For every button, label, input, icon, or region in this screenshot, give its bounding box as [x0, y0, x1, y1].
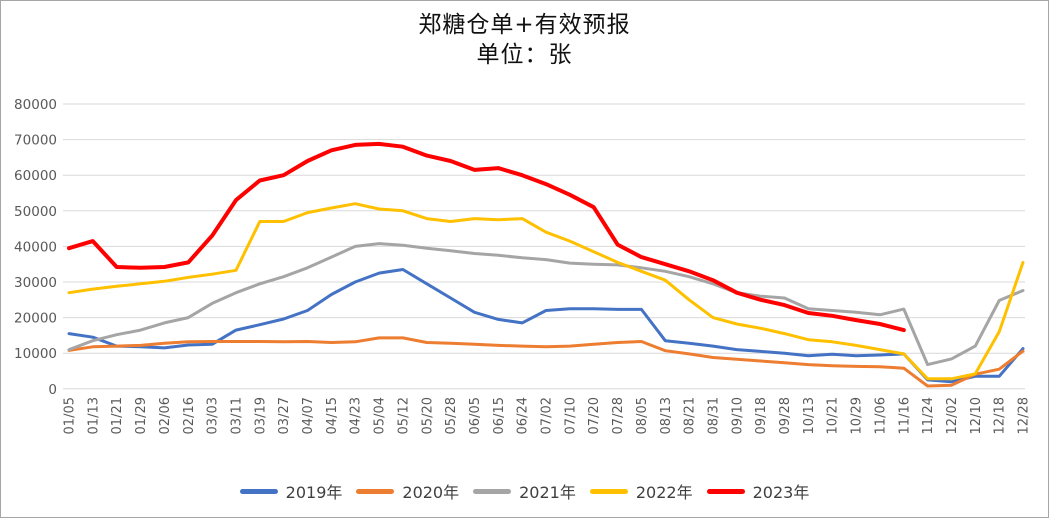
- x-axis-tick-label: 12/10: [969, 397, 984, 434]
- x-axis-tick-label: 10/21: [826, 397, 841, 434]
- x-axis-tick-label: 04/23: [349, 397, 364, 434]
- legend-item-2020年: 2020年: [356, 479, 459, 503]
- title-block: 郑糖仓单+有效预报 单位：张: [1, 11, 1048, 71]
- x-axis-tick-label: 11/24: [921, 397, 936, 434]
- x-axis-tick-label: 05/20: [420, 397, 435, 434]
- y-axis-tick-label: 30000: [14, 275, 57, 291]
- x-axis-tick-label: 08/31: [706, 397, 721, 434]
- x-axis-tick-label: 01/13: [86, 397, 101, 434]
- x-axis-tick-label: 05/04: [373, 397, 388, 434]
- legend-line-swatch: [473, 488, 512, 494]
- x-axis-tick-label: 12/02: [945, 397, 960, 434]
- x-axis-tick-label: 08/21: [683, 397, 698, 434]
- legend-label: 2023年: [752, 483, 810, 502]
- x-axis-tick-label: 02/06: [158, 397, 173, 434]
- chart-title: 郑糖仓单+有效预报: [418, 12, 631, 38]
- y-axis-tick-label: 40000: [14, 239, 57, 255]
- x-axis-tick-label: 09/10: [730, 397, 745, 434]
- legend-label: 2020年: [402, 483, 460, 502]
- x-axis-tick-label: 09/18: [754, 397, 769, 434]
- x-axis-tick-label: 04/15: [325, 397, 340, 434]
- x-axis-tick-label: 11/06: [873, 397, 888, 434]
- x-axis-tick-label: 12/28: [1017, 397, 1032, 434]
- legend-item-2022年: 2022年: [589, 479, 693, 503]
- x-axis-tick-label: 03/27: [277, 397, 292, 434]
- y-axis-tick-label: 70000: [14, 133, 57, 149]
- legend-line-swatch: [589, 488, 628, 494]
- y-axis-tick-label: 10000: [14, 346, 57, 362]
- x-axis-tick-label: 06/15: [492, 397, 507, 434]
- x-axis-tick-label: 09/28: [778, 397, 793, 434]
- x-axis-tick-label: 03/19: [253, 397, 268, 434]
- x-axis-tick-label: 07/20: [587, 397, 602, 434]
- legend-label: 2019年: [285, 483, 343, 502]
- series-line-2021年: [67, 242, 1025, 367]
- series-line-2023年: [67, 141, 906, 333]
- legend-line-swatch: [356, 488, 395, 494]
- x-axis-tick-label: 06/24: [516, 397, 531, 434]
- series-line-2019年: [67, 268, 1025, 384]
- x-axis-tick-label: 06/05: [468, 397, 483, 434]
- chart-subtitle: 单位：张: [476, 41, 573, 68]
- x-axis-tick-label: 01/05: [63, 397, 78, 434]
- x-axis-tick-label: 04/07: [301, 397, 316, 434]
- x-axis-tick-label: 10/29: [850, 397, 865, 434]
- legend-label: 2021年: [519, 483, 576, 502]
- x-axis-tick-label: 03/11: [229, 397, 244, 434]
- series-line-2020年: [67, 336, 1025, 388]
- x-axis-tick-label: 11/16: [897, 397, 912, 434]
- x-axis-tick-label: 03/03: [206, 397, 221, 434]
- legend-line-swatch: [706, 488, 745, 494]
- legend-item-2021年: 2021年: [473, 479, 576, 503]
- chart-legend: 2019年 2020年 2021年 2022年 2023年: [1, 479, 1048, 503]
- x-axis-tick-label: 07/10: [563, 397, 578, 434]
- x-axis-tick-label: 12/18: [993, 397, 1008, 434]
- legend-item-2019年: 2019年: [239, 479, 343, 503]
- x-axis-tick-label: 02/16: [182, 397, 197, 434]
- x-axis-tick-label: 08/13: [659, 397, 674, 434]
- y-axis-tick-label: 60000: [14, 168, 57, 184]
- y-axis-tick-label: 20000: [14, 311, 57, 327]
- x-axis-tick-label: 01/29: [134, 397, 149, 434]
- legend-label: 2022年: [635, 483, 693, 502]
- x-axis-tick-label: 07/02: [540, 397, 555, 434]
- x-axis-tick-label: 05/12: [396, 397, 411, 434]
- legend-line-swatch: [239, 488, 278, 494]
- x-axis-tick-label: 10/13: [802, 397, 817, 434]
- x-axis-tick-label: 08/05: [635, 397, 650, 434]
- series-line-2022年: [67, 202, 1025, 381]
- legend-item-2023年: 2023年: [706, 479, 810, 503]
- x-axis-tick-label: 01/21: [110, 397, 125, 434]
- y-axis-tick-label: 50000: [14, 204, 57, 220]
- x-axis-tick-label: 07/28: [611, 397, 626, 434]
- x-axis-tick-label: 05/28: [444, 397, 459, 434]
- y-axis-tick-label: 0: [48, 382, 57, 398]
- y-axis-tick-label: 80000: [14, 97, 57, 113]
